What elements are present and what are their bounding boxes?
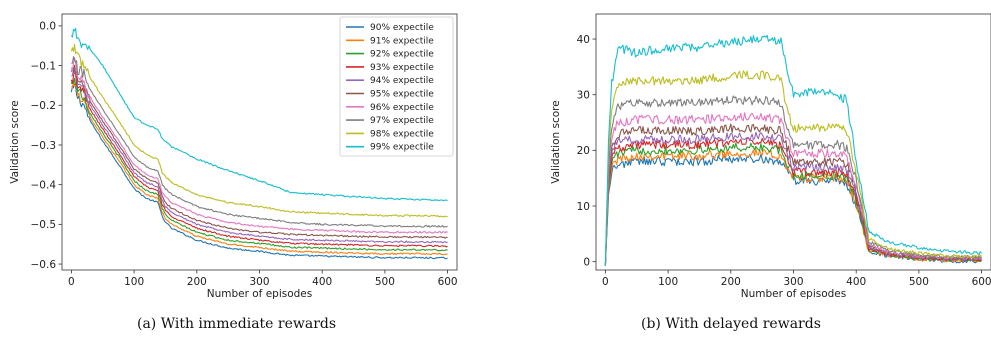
y-axis-ticks: 0.0 −0.1 −0.2 −0.3 −0.4 −0.5 −0.6: [31, 21, 62, 271]
y-axis-ticks: 0 10 20 30 40: [577, 34, 596, 268]
legend: 90% expectile 91% expectile 92% expectile 9…: [339, 16, 454, 157]
series-line-94: [71, 68, 448, 244]
x-axis-ticks: 0 100 200 300 400 500 600: [602, 270, 991, 288]
chart-immediate-rewards: 0 100 200 300 400 500 600 0.0 −0.1 −0.2 −0.3 −0.4 −…: [9, 13, 458, 300]
legend-box: [339, 16, 454, 157]
y-axis-label: Validation score: [9, 100, 21, 183]
series-line-96: [70, 57, 448, 234]
caption-a: (a) With immediate rewards: [137, 316, 337, 332]
x-tick-label: 500: [909, 276, 929, 288]
legend-entry: 98% expectile: [370, 129, 434, 139]
series-line-98: [70, 43, 448, 218]
y-tick-label: 30: [577, 89, 590, 101]
series-line-97: [604, 95, 982, 266]
series-line-99: [604, 34, 983, 266]
legend-entry: 94% expectile: [370, 76, 434, 86]
x-tick-label: 400: [312, 276, 332, 288]
legend-entry: 92% expectile: [370, 50, 434, 60]
x-tick-label: 600: [438, 276, 458, 288]
x-tick-label: 100: [658, 276, 678, 288]
caption-b: (b) With delayed rewards: [641, 316, 821, 332]
x-tick-label: 300: [783, 276, 803, 288]
x-tick-label: 200: [187, 276, 207, 288]
series-line-93: [70, 70, 448, 248]
y-tick-label: −0.2: [31, 100, 57, 112]
legend-entry: 91% expectile: [370, 36, 434, 46]
x-tick-label: 500: [375, 276, 395, 288]
series-line-96: [604, 112, 982, 266]
chart-delayed-rewards: 0 100 200 300 400 500 600 0 10 20 30 40 Number of …: [550, 13, 991, 300]
y-tick-label: 40: [577, 34, 590, 46]
y-tick-label: 10: [577, 201, 590, 213]
legend-entry: 93% expectile: [370, 63, 434, 73]
series-line-91: [71, 79, 448, 256]
x-tick-label: 200: [721, 276, 741, 288]
x-tick-label: 300: [249, 276, 269, 288]
y-tick-label: 0.0: [39, 21, 56, 33]
y-tick-label: −0.4: [31, 179, 57, 191]
y-tick-label: 0: [583, 256, 590, 268]
series-line-95: [70, 64, 448, 239]
y-axis-label: Validation score: [550, 100, 562, 183]
x-tick-label: 400: [846, 276, 866, 288]
legend-entry: 99% expectile: [370, 143, 434, 153]
x-axis-label: Number of episodes: [741, 288, 847, 300]
y-tick-label: −0.1: [31, 60, 57, 72]
y-tick-label: −0.3: [31, 140, 57, 152]
x-tick-label: 0: [68, 276, 75, 288]
x-axis-ticks: 0 100 200 300 400 500 600: [68, 270, 458, 288]
legend-entry: 97% expectile: [370, 116, 434, 126]
series-line-97: [71, 56, 448, 228]
x-tick-label: 0: [602, 276, 609, 288]
x-axis-label: Number of episodes: [207, 288, 313, 300]
series-lines: [70, 27, 448, 260]
series-line-94: [604, 131, 982, 266]
y-tick-label: 20: [577, 145, 590, 157]
series-lines: [604, 34, 983, 266]
legend-entry: 95% expectile: [370, 90, 434, 100]
y-tick-label: −0.6: [31, 259, 57, 271]
series-line-92: [604, 142, 983, 266]
series-line-90: [70, 83, 448, 260]
legend-entry: 96% expectile: [370, 103, 434, 113]
series-line-99: [70, 27, 448, 202]
series-line-92: [70, 77, 448, 252]
y-tick-label: −0.5: [31, 219, 57, 231]
series-line-98: [604, 70, 982, 266]
series-line-95: [604, 123, 982, 266]
x-tick-label: 600: [972, 276, 991, 288]
x-tick-label: 100: [124, 276, 144, 288]
legend-entry: 90% expectile: [370, 23, 434, 33]
